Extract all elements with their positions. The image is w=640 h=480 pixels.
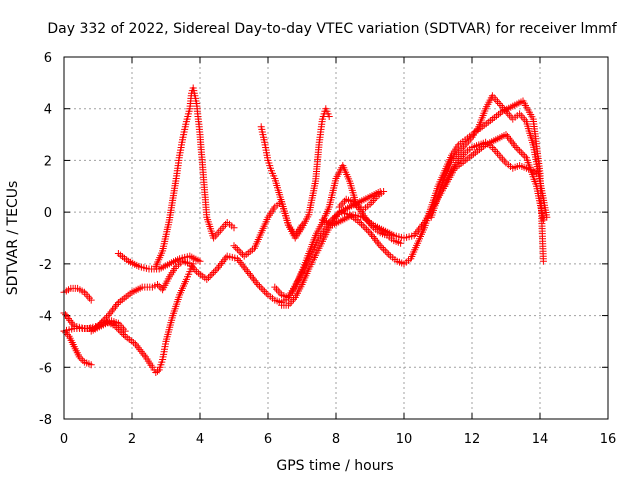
marker-path (152, 84, 238, 270)
series-arc-13 (271, 162, 388, 301)
y-tick-label: -6 (39, 361, 52, 376)
series-arc-14 (230, 198, 306, 260)
series-arc-2 (60, 284, 95, 304)
data-points (60, 84, 551, 376)
x-tick-label: 2 (128, 432, 136, 447)
x-tick-label: 14 (532, 432, 549, 447)
series-arc-12 (441, 138, 541, 190)
y-tick-label: -8 (39, 413, 52, 428)
marker-path (335, 195, 405, 247)
x-tick-label: 0 (60, 432, 68, 447)
series-arc-6 (114, 250, 204, 273)
marker-path (441, 138, 541, 190)
x-tick-label: 16 (600, 432, 617, 447)
marker-path (60, 188, 384, 335)
marker-path (427, 92, 551, 221)
chart-title: Day 332 of 2022, Sidereal Day-to-day VTE… (47, 21, 617, 37)
marker-path (230, 198, 306, 260)
series-arc-7 (152, 84, 238, 270)
y-tick-label: 2 (44, 154, 52, 169)
y-axis-label: SDTVAR / TECUs (5, 181, 21, 296)
x-tick-label: 10 (396, 432, 413, 447)
y-tick-label: 4 (44, 103, 52, 118)
x-tick-label: 4 (196, 432, 204, 447)
x-tick-label: 12 (464, 432, 481, 447)
marker-path (114, 250, 204, 273)
marker-path (87, 317, 129, 335)
series-arc-11 (427, 92, 551, 221)
x-tick-label: 8 (332, 432, 340, 447)
y-tick-label: 0 (44, 206, 52, 221)
marker-path (271, 162, 388, 301)
series-arc-3 (60, 327, 95, 369)
y-tick-label: -4 (39, 310, 52, 325)
marker-path (60, 327, 95, 369)
plot-border (63, 56, 609, 420)
marker-path (60, 284, 95, 304)
series-arc-15 (335, 195, 405, 247)
x-tick-label: 6 (264, 432, 272, 447)
series-arc-1 (60, 188, 384, 335)
y-tick-label: 6 (44, 51, 52, 66)
grid-lines (64, 57, 608, 419)
y-tick-label: -2 (39, 258, 52, 273)
x-axis-label: GPS time / hours (276, 458, 393, 474)
series-arc-5 (87, 317, 129, 335)
